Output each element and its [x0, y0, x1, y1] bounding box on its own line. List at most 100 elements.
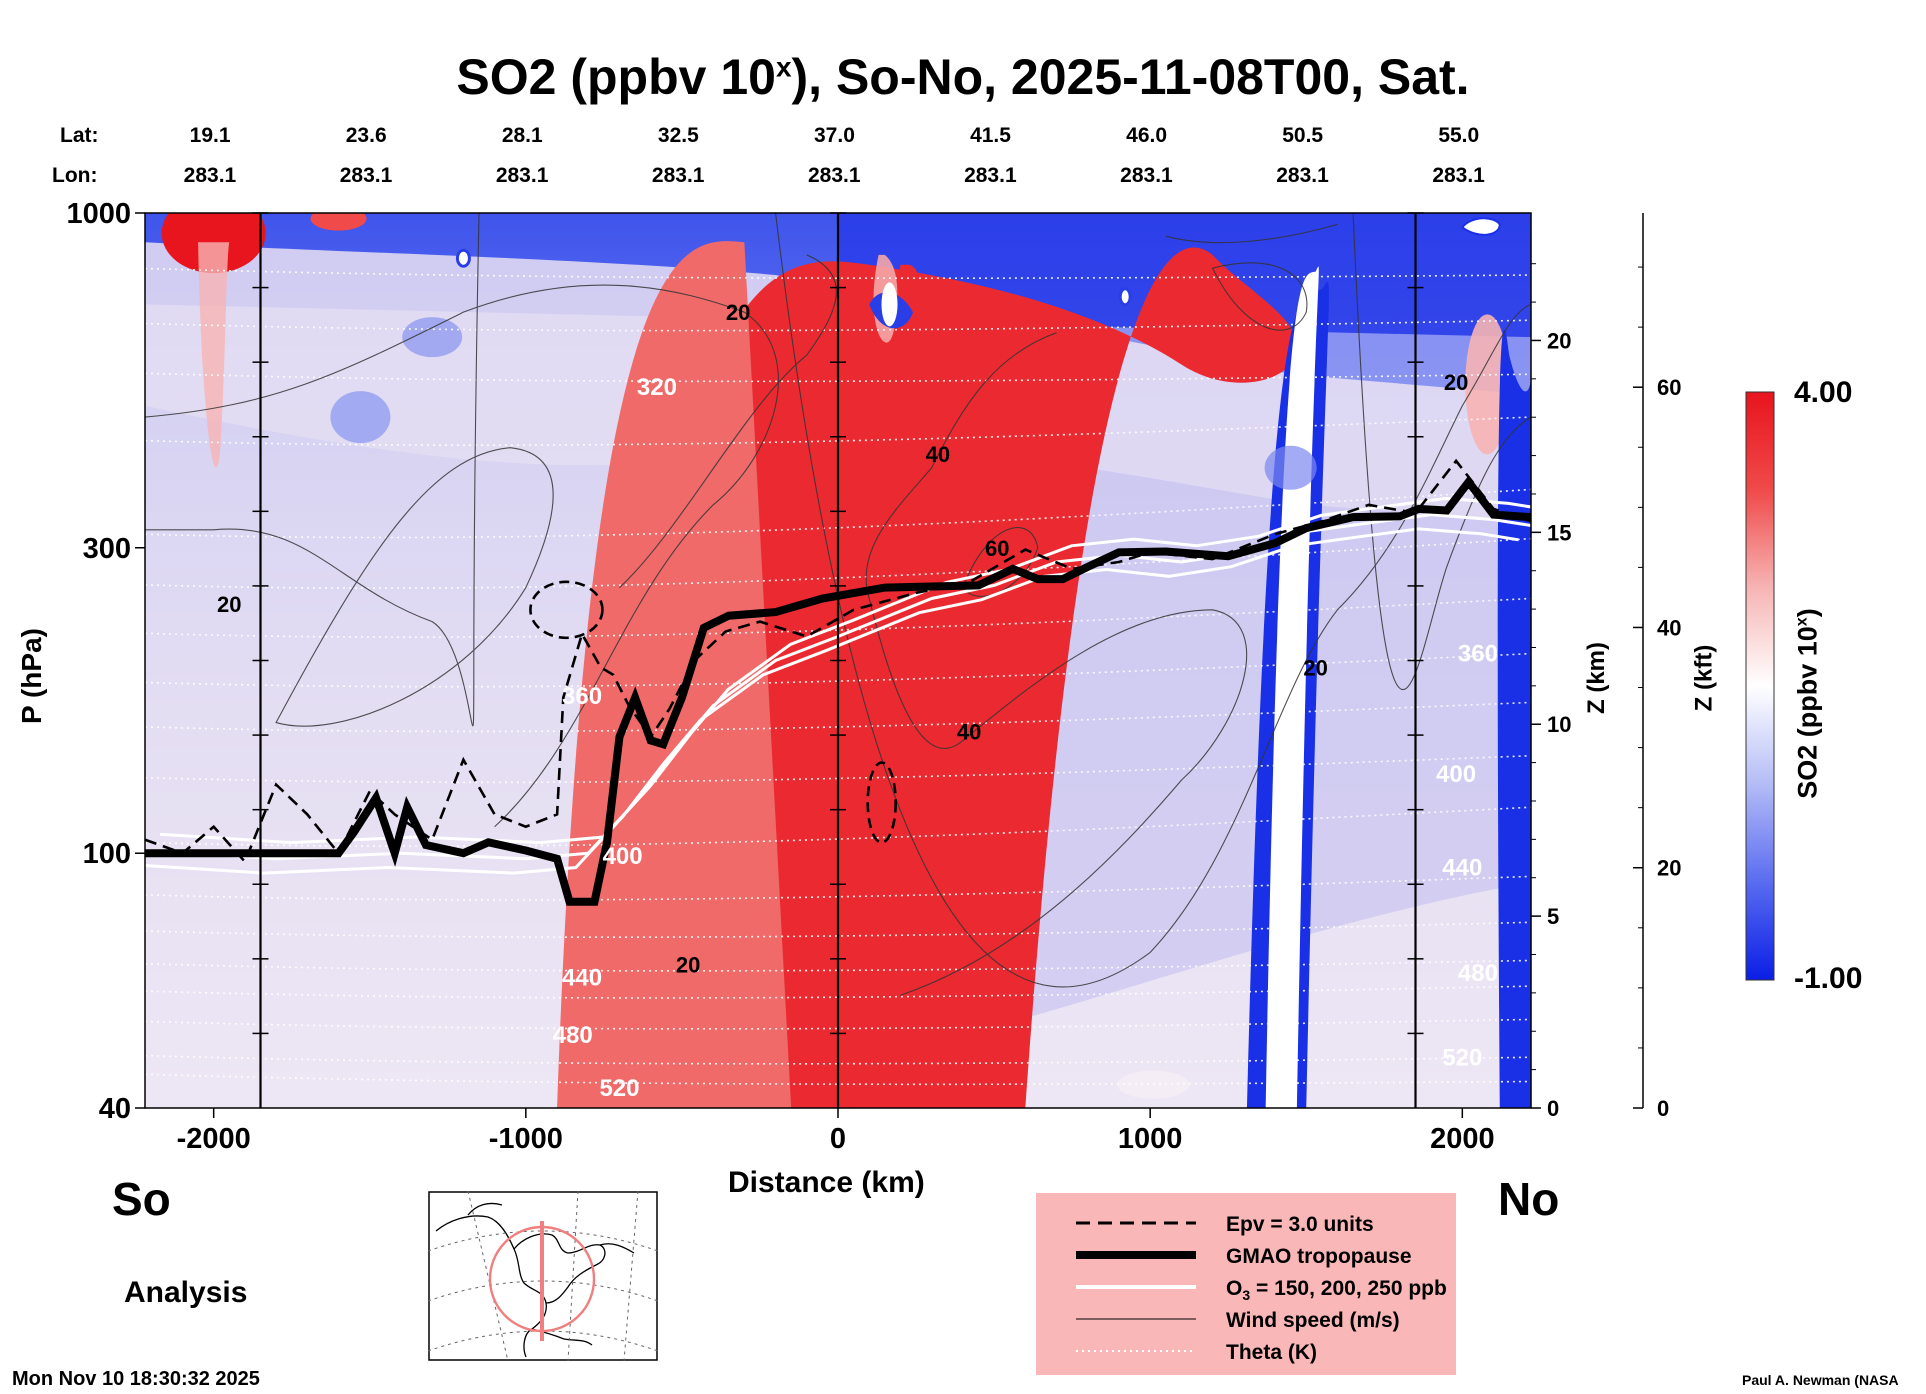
- lon-value-6: 283.1: [1120, 164, 1173, 187]
- z-kft-tick-label-3: 60: [1657, 375, 1681, 400]
- theta-line-12: [145, 537, 1531, 589]
- p-tick-label-3: 1000: [66, 198, 131, 230]
- pink-column-right: [1465, 314, 1510, 455]
- surface-red-small: [310, 213, 367, 231]
- theta-line-0: [145, 1073, 1531, 1086]
- lat-value-3: 32.5: [657, 124, 699, 147]
- wind-label-1: 40: [957, 719, 981, 744]
- theta-label-4: 360: [562, 683, 602, 710]
- p-tick-label-2: 300: [83, 533, 131, 565]
- z-kft-tick-label-1: 20: [1657, 856, 1681, 881]
- north-label: No: [1498, 1173, 1560, 1225]
- theta-line-17: [145, 267, 1531, 280]
- p-tick-labels: 40 100 300 1000: [66, 198, 131, 1125]
- theta-line-13: [145, 488, 1531, 539]
- lon-value-4: 283.1: [808, 164, 861, 187]
- x-tick-label-1: -1000: [489, 1123, 563, 1155]
- theta-line-16: [145, 319, 1531, 332]
- theta-line-15: [145, 372, 1531, 383]
- blue-spot-2: [402, 317, 463, 358]
- blue-spot-3: [1264, 445, 1317, 490]
- theta-line-10: [145, 652, 1531, 688]
- theta-label-6: 520: [1442, 1044, 1482, 1071]
- theta-line-11: [145, 597, 1531, 638]
- wind-contours: [145, 213, 1531, 996]
- tropopause-line: [145, 475, 1531, 906]
- legend-epv-label: Epv = 3.0 units: [1226, 1213, 1374, 1236]
- lat-value-2: 28.1: [501, 124, 543, 147]
- lon-label: Lon:: [52, 164, 98, 187]
- epv-line: [145, 458, 1531, 865]
- chart-title: SO2 (ppbv 10x), So-No, 2025-11-08T00, Sa…: [456, 49, 1470, 105]
- so2-plume-edge: [557, 241, 792, 1108]
- blue-spot-1: [330, 391, 391, 444]
- white-spot-left: [455, 248, 471, 268]
- theta-label-2: 440: [562, 964, 602, 991]
- theta-label-10: 360: [1458, 641, 1498, 668]
- wind-label-4: 60: [985, 536, 1009, 561]
- ozone-line-2: [145, 527, 1519, 875]
- theta-line-14: [145, 416, 1531, 447]
- theta-label-1: 480: [553, 1022, 593, 1049]
- theta-line-9: [145, 701, 1531, 733]
- z-kft-tick-labels: 0 20 40 60: [1657, 375, 1681, 1121]
- theta-line-2: [145, 1018, 1531, 1030]
- epv-closed-contour: [529, 580, 604, 640]
- wind-labels: 20 40 20 20 60 40 20 20: [217, 300, 1468, 977]
- x-tick-labels: -2000 -1000 0 1000 2000: [177, 1123, 1495, 1155]
- colorbar-title: SO2 (ppbv 10x): [1792, 608, 1823, 799]
- theta-line-1: [145, 1054, 1531, 1065]
- legend-ozone-label: O3 = 150, 200, 250 ppb: [1226, 1277, 1447, 1303]
- z-kft-tick-label-2: 40: [1657, 615, 1681, 640]
- location-map-inset: [428, 1191, 658, 1361]
- lat-value-5: 41.5: [970, 124, 1011, 147]
- wind-contour-5: [962, 527, 1039, 597]
- z-km-label: Z (km): [1583, 642, 1610, 714]
- theta-line-4: [145, 959, 1531, 972]
- colorbar: [1745, 391, 1775, 981]
- wind-label-3: 20: [217, 592, 241, 617]
- theta-line-5: [145, 921, 1531, 938]
- z-km-tick-label-0: 0: [1547, 1096, 1559, 1121]
- lon-value-5: 283.1: [964, 164, 1017, 187]
- lat-value-7: 50.5: [1282, 124, 1324, 147]
- lon-value-3: 283.1: [651, 164, 705, 187]
- z-km-tick-label-3: 15: [1547, 520, 1571, 545]
- lat-value-0: 19.1: [189, 124, 231, 147]
- z-km-tick-label-2: 10: [1547, 712, 1571, 737]
- wind-label-6: 20: [726, 300, 750, 325]
- legend-theta-label: Theta (K): [1226, 1341, 1317, 1364]
- analysis-label: Analysis: [124, 1276, 248, 1309]
- lat-value-6: 46.0: [1126, 124, 1168, 147]
- lon-value-2: 283.1: [495, 164, 549, 187]
- timestamp: Mon Nov 10 18:30:32 2025: [12, 1368, 260, 1390]
- theta-label-9: 400: [1436, 761, 1476, 788]
- wind-contour-1: [145, 284, 779, 828]
- theta-label-0: 520: [599, 1075, 639, 1102]
- lat-label: Lat:: [60, 124, 99, 147]
- lon-value-7: 283.1: [1276, 164, 1329, 187]
- z-kft-tick-label-0: 0: [1657, 1096, 1669, 1121]
- pink-column-left: [198, 242, 230, 468]
- wind-label-0: 20: [676, 953, 700, 978]
- theta-label-5: 320: [637, 374, 677, 401]
- credit: Paul A. Newman (NASA: [1742, 1372, 1899, 1388]
- colorbar-min-label: -1.00: [1794, 962, 1863, 995]
- wind-label-5: 40: [926, 442, 950, 467]
- z-km-tick-labels: 0 5 10 15 20: [1547, 328, 1571, 1121]
- wind-contour-4: [865, 332, 1248, 996]
- x-tick-label-0: -2000: [177, 1123, 251, 1155]
- wind-label-2: 20: [1303, 656, 1327, 681]
- legend-wind-label: Wind speed (m/s): [1226, 1309, 1400, 1332]
- theta-line-7: [145, 806, 1531, 848]
- wind-contour-0: [145, 213, 480, 727]
- wind-contour-2: [275, 447, 554, 727]
- p-tick-label-0: 40: [99, 1093, 131, 1125]
- colorbar-max-label: 4.00: [1794, 376, 1853, 409]
- wind-contour-7: [1211, 262, 1308, 331]
- theta-contours: [145, 267, 1531, 1086]
- lon-value-8: 283.1: [1432, 164, 1485, 187]
- z-km-tick-label-1: 5: [1547, 904, 1559, 929]
